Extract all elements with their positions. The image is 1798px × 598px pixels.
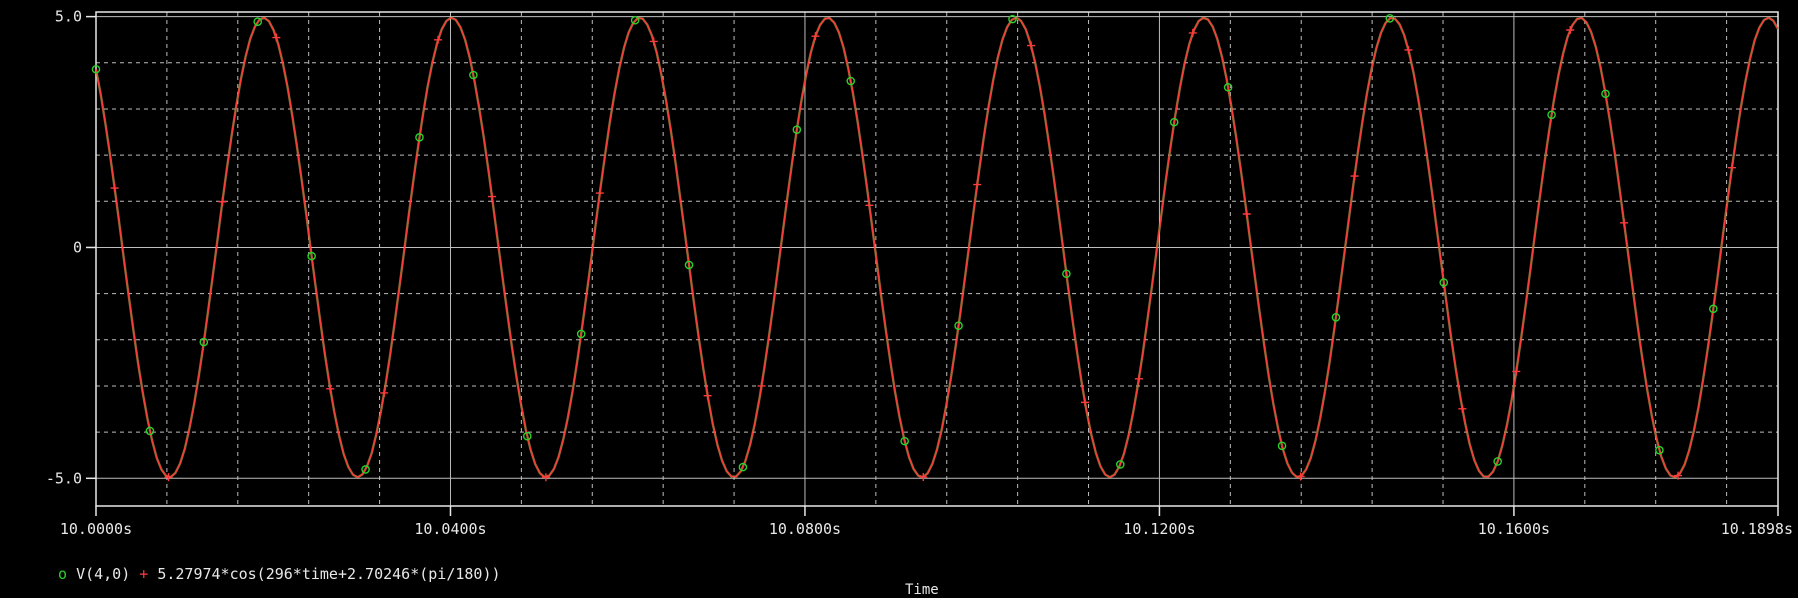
legend-label-v4: V(4,0) [76, 565, 131, 583]
marker-circle [522, 431, 532, 441]
marker-circle [684, 260, 694, 270]
marker-circle [469, 70, 478, 80]
marker-plus [218, 197, 227, 206]
marker-circle [1709, 304, 1718, 314]
x-axis-label: Time [905, 582, 939, 598]
marker-plus [1188, 28, 1197, 37]
marker-circle [1547, 110, 1556, 120]
marker-plus [1027, 41, 1036, 50]
marker-plus [919, 473, 928, 482]
marker-plus [1727, 163, 1736, 172]
marker-circle [792, 125, 802, 134]
marker-circle [576, 329, 586, 339]
marker-plus [1404, 45, 1413, 54]
x-tick-label: 10.0000s [60, 520, 132, 538]
marker-circle [253, 17, 263, 27]
marker-circle [1062, 269, 1071, 279]
marker-plus [649, 37, 658, 46]
marker-circle [307, 251, 316, 261]
marker-circle [1439, 278, 1449, 287]
y-tick-label: 5.0 [55, 8, 82, 26]
marker-plus [757, 381, 766, 390]
marker-plus [1512, 367, 1521, 376]
marker-plus [272, 33, 281, 42]
marker-circle [1601, 89, 1610, 99]
marker-plus [865, 201, 874, 210]
legend: o V(4,0) + 5.27974*cos(296*time+2.70246*… [58, 565, 501, 583]
legend-plus-icon: + [139, 565, 149, 583]
marker-circle [954, 321, 963, 330]
marker-circle [1493, 457, 1502, 466]
marker-circle [1169, 117, 1179, 127]
marker-plus [1566, 25, 1575, 34]
marker-plus [1242, 210, 1251, 219]
marker-circle [1385, 14, 1395, 23]
marker-plus [164, 473, 173, 482]
marker-circle [738, 462, 748, 472]
legend-label-cos: 5.27974*cos(296*time+2.70246*(pi/180)) [157, 565, 501, 583]
marker-plus [1080, 398, 1089, 407]
marker-plus [110, 184, 119, 193]
marker-plus [703, 391, 712, 400]
marker-plus [1674, 471, 1683, 480]
marker-plus [811, 32, 820, 41]
plot-frame [95, 11, 1779, 507]
marker-plus [1620, 218, 1629, 227]
x-tick-label: 10.1600s [1478, 520, 1550, 538]
marker-plus [1350, 172, 1359, 181]
marker-plus [326, 384, 335, 393]
marker-plus [1296, 472, 1305, 481]
marker-plus [1134, 374, 1143, 383]
trace-v4 [95, 16, 1779, 479]
x-tick-label: 10.1200s [1123, 520, 1195, 538]
marker-circle [1223, 82, 1233, 92]
marker-circle [145, 426, 155, 436]
marker-plus [973, 180, 982, 189]
marker-plus [1458, 404, 1467, 413]
x-tick-label: 10.0400s [414, 520, 486, 538]
marker-circle [415, 133, 424, 142]
marker-circle [1331, 312, 1341, 322]
marker-plus [380, 388, 389, 397]
y-tick-label: -5.0 [46, 469, 82, 487]
marker-circle [91, 64, 101, 74]
marker-circle [900, 436, 909, 446]
marker-circle [1655, 445, 1664, 455]
marker-circle [1115, 460, 1125, 469]
legend-circle-icon: o [58, 565, 68, 583]
marker-plus [487, 192, 496, 201]
marker-circle [630, 15, 640, 25]
marker-circle [846, 76, 856, 86]
marker-plus [541, 473, 550, 482]
y-tick-label: 0 [73, 238, 82, 256]
marker-circle [361, 465, 370, 474]
x-tick-label: 10.1898s [1721, 520, 1793, 538]
marker-circle [199, 337, 209, 347]
marker-circle [1277, 441, 1287, 451]
marker-plus [595, 189, 604, 198]
marker-plus [434, 35, 443, 44]
marker-circle [1008, 14, 1017, 24]
x-tick-label: 10.0800s [769, 520, 841, 538]
